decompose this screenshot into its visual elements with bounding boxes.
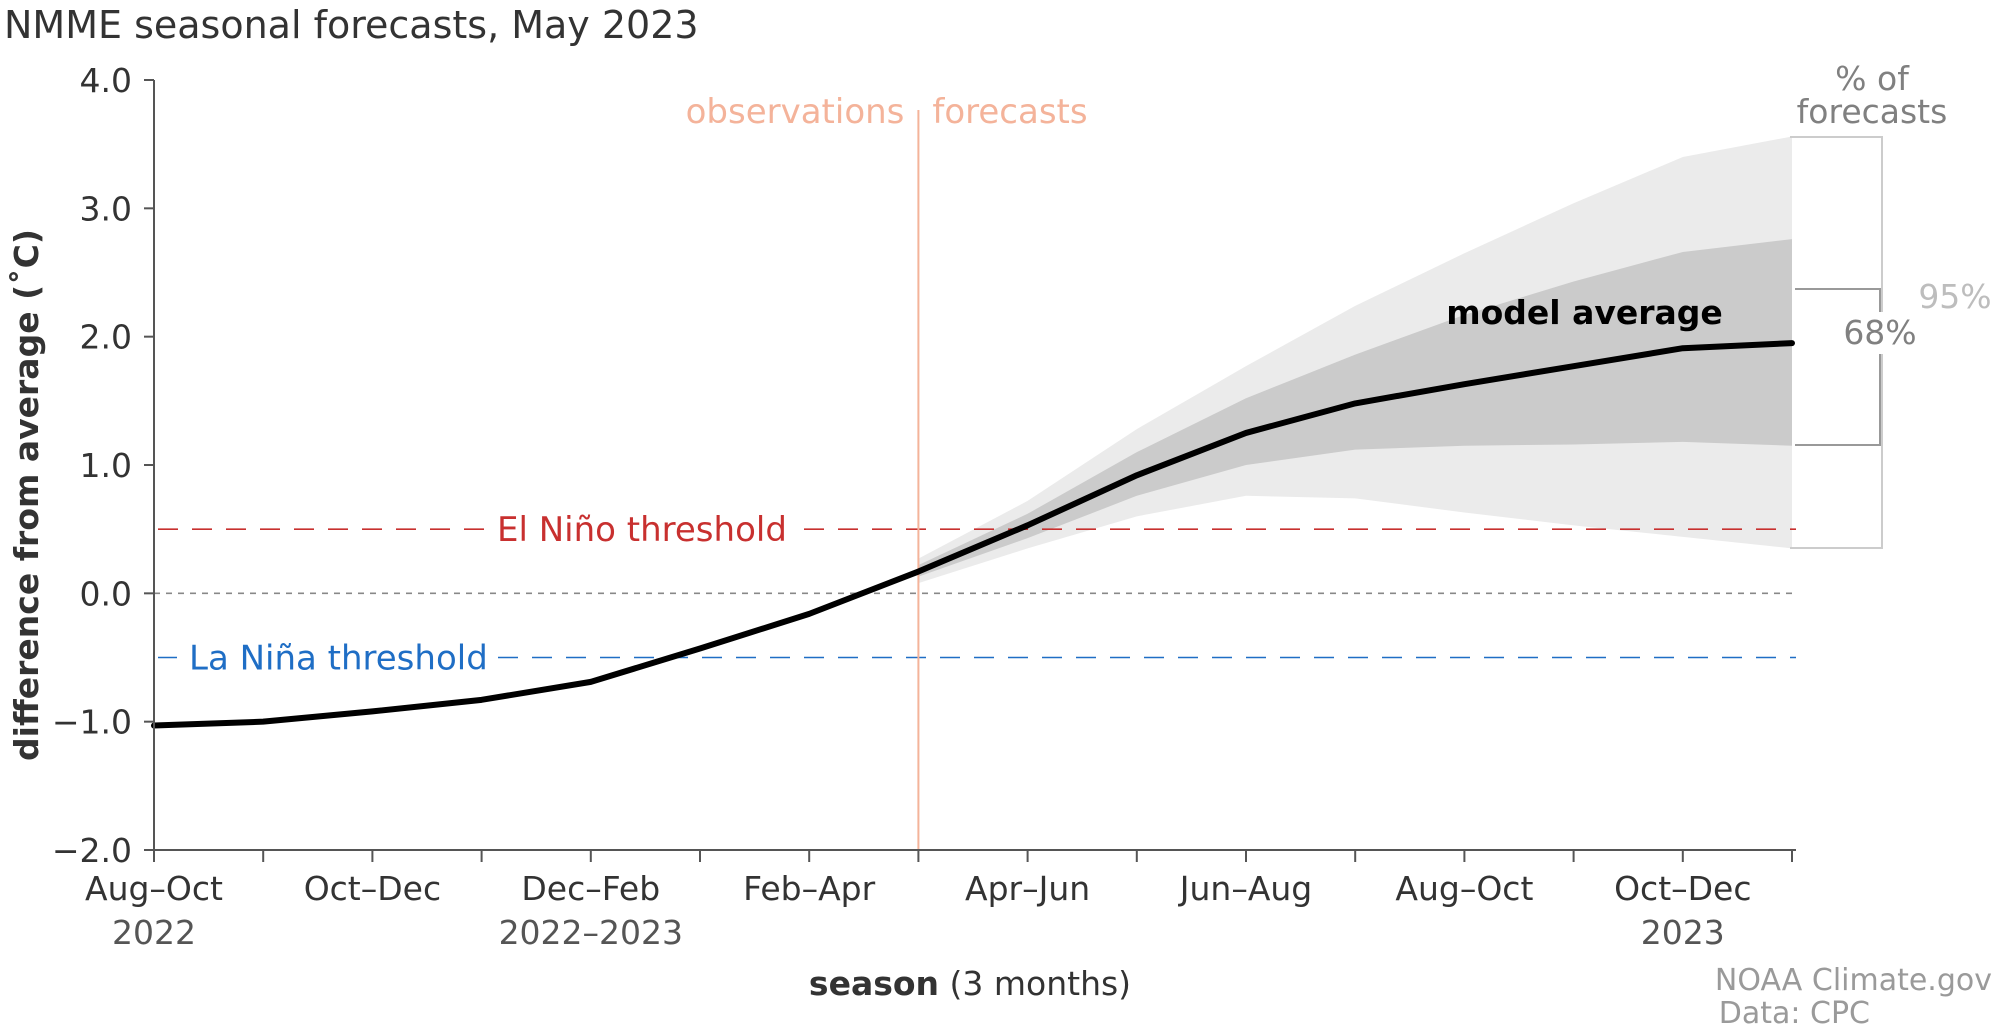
y-tick-label: 1.0 <box>80 446 132 485</box>
x-tick-label: Aug–Oct <box>1395 869 1533 908</box>
x-tick-label: Aug–Oct <box>85 869 223 908</box>
x-tick-label: Jun–Aug <box>1178 869 1313 908</box>
y-axis-ticks: 4.0 3.0 2.0 1.0 0.0 −1.0 −2.0 <box>52 61 154 870</box>
elnino-threshold-label: El Niño threshold <box>497 510 787 550</box>
x-axis-label-rest: (3 months) <box>939 964 1131 1003</box>
x-tick-label: Oct–Dec <box>1614 869 1751 908</box>
x-tick-label: Dec–Feb <box>521 869 660 908</box>
credit-data: Data: CPC <box>1719 996 1870 1031</box>
x-axis-label-bold: season <box>809 964 939 1003</box>
observations-label: observations <box>686 92 905 132</box>
bracket-68-label-background <box>1848 312 1912 354</box>
credit-noaa: NOAA Climate.gov <box>1715 963 1992 998</box>
uncertainty-bands <box>918 136 1792 584</box>
model-average-line <box>151 340 1795 729</box>
y-tick-label: 2.0 <box>80 318 132 357</box>
lanina-label-background <box>177 637 493 678</box>
y-tick-label: −1.0 <box>52 703 132 742</box>
x-tick-label: Feb–Apr <box>743 869 875 908</box>
x-tick-year: 2022 <box>112 913 196 952</box>
percent-of-label-line1: % of <box>1835 59 1910 98</box>
band-68-percent <box>918 239 1792 577</box>
x-tick-label: Oct–Dec <box>304 869 441 908</box>
bracket-68-label: 68% <box>1843 313 1916 352</box>
lanina-threshold-label: La Niña threshold <box>189 639 488 679</box>
chart-title: NMME seasonal forecasts, May 2023 <box>4 3 699 47</box>
x-axis-label: season (3 months) <box>809 964 1131 1003</box>
x-tick-year: 2023 <box>1641 913 1725 952</box>
bracket-95-label: 95% <box>1918 277 1991 316</box>
y-axis-label: difference from average (˚C) <box>7 229 46 761</box>
forecasts-label: forecasts <box>932 92 1087 132</box>
x-tick-year: 2022–2023 <box>499 913 683 952</box>
y-tick-label: 3.0 <box>80 189 132 228</box>
model-average-label: model average <box>1446 293 1723 332</box>
percent-legend: % of forecasts 95% 68% <box>1790 59 1992 549</box>
x-tick-label: Apr–Jun <box>965 869 1090 908</box>
y-tick-label: −2.0 <box>52 831 132 870</box>
percent-of-label-line2: forecasts <box>1797 92 1948 131</box>
bracket-68-percent <box>1795 288 1881 446</box>
x-axis-ticks: Aug–Oct 2022 Oct–Dec Dec–Feb 2022–2023 Feb–Ap… <box>85 850 1793 952</box>
y-tick-label: 0.0 <box>80 574 132 613</box>
y-tick-label: 4.0 <box>80 61 132 100</box>
elnino-label-background <box>485 509 803 550</box>
